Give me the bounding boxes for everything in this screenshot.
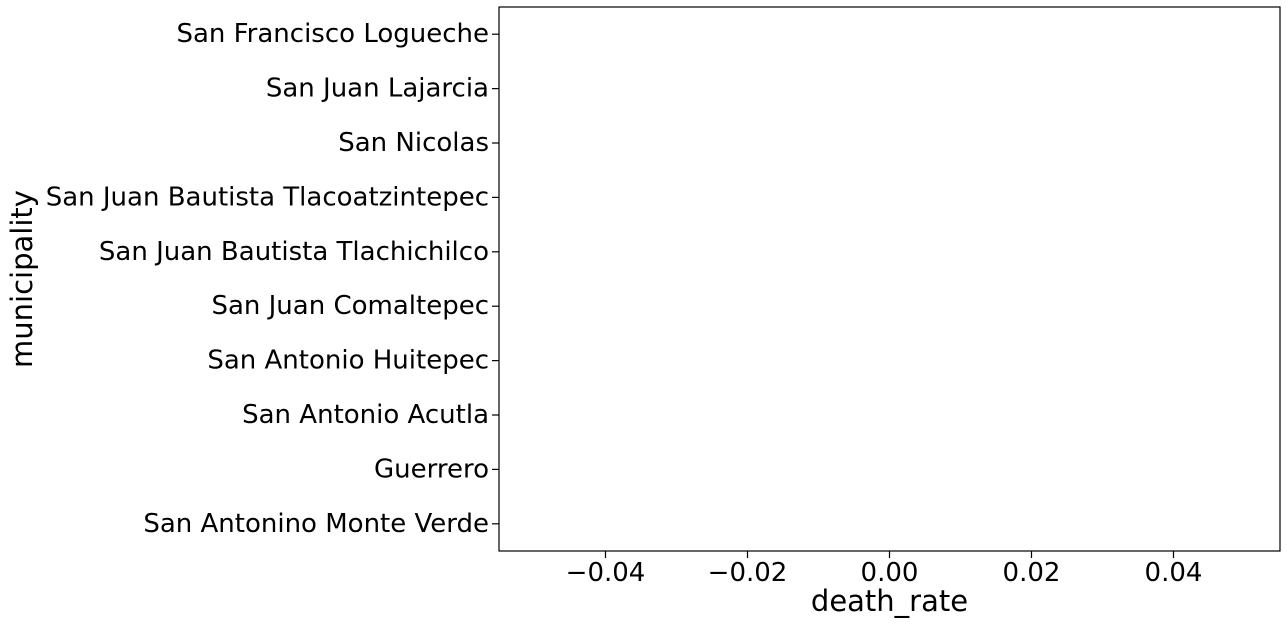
x-tick-label: 0.04 xyxy=(1145,558,1203,588)
y-tick-label: Guerrero xyxy=(374,454,489,484)
y-tick-label: San Nicolas xyxy=(338,128,489,158)
y-axis-ticks: San Francisco Logueche San Juan Lajarcia S… xyxy=(46,19,499,539)
y-tick-label: San Juan Comaltepec xyxy=(211,291,489,321)
y-tick-label: San Antonino Monte Verde xyxy=(143,509,489,539)
y-tick-label: San Juan Bautista Tlachichilco xyxy=(99,237,489,267)
y-tick-label: San Antonio Acutla xyxy=(242,400,489,430)
x-tick-label: 0.00 xyxy=(861,558,919,588)
plot-area-frame xyxy=(498,6,1281,552)
y-tick-label: San Antonio Huitepec xyxy=(207,346,489,376)
y-axis-label: municipality xyxy=(5,190,39,368)
x-tick-label: −0.02 xyxy=(708,558,788,588)
y-tick-label: San Juan Bautista Tlacoatzintepec xyxy=(46,182,489,212)
x-tick-label: −0.04 xyxy=(566,558,646,588)
y-tick-label: San Juan Lajarcia xyxy=(266,74,489,104)
x-axis-ticks: −0.04 −0.02 0.00 0.02 0.04 xyxy=(566,551,1203,588)
y-tick-label: San Francisco Logueche xyxy=(176,19,489,49)
x-axis-label: death_rate xyxy=(811,584,968,618)
x-tick-label: 0.02 xyxy=(1003,558,1061,588)
